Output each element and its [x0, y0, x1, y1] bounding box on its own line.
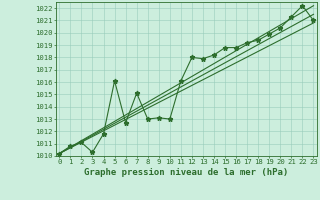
- X-axis label: Graphe pression niveau de la mer (hPa): Graphe pression niveau de la mer (hPa): [84, 168, 289, 177]
